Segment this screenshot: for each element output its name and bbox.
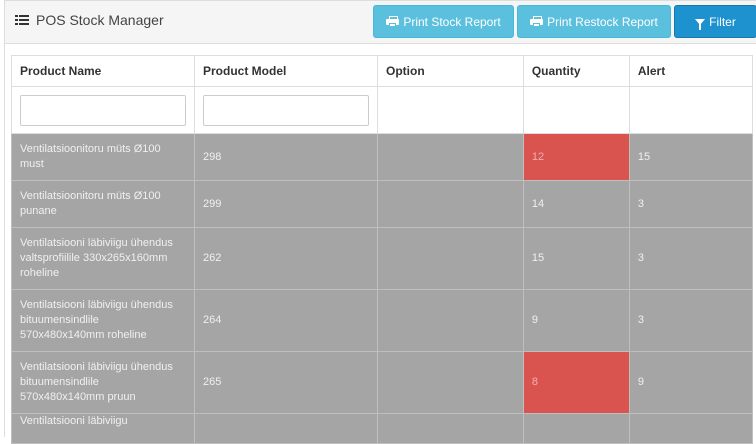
print-stock-report-button[interactable]: Print Stock Report — [373, 5, 514, 38]
print-stock-report-label: Print Stock Report — [403, 14, 501, 29]
product-name-cell: Ventilatsiooni läbiviigu ühendus bituume… — [11, 289, 195, 352]
table-row: Ventilatsiooni läbiviigu ühendus bituume… — [11, 289, 754, 352]
product-name-cell: Ventilatsioonitoru müts Ø100 punane — [11, 180, 195, 228]
column-header-product-model[interactable]: Product Model — [194, 55, 378, 87]
alert-cell: 3 — [628, 227, 754, 290]
product-name-cell: Ventilatsioonitoru müts Ø100 must — [11, 133, 195, 181]
product-name-cell: Ventilatsiooni läbiviigu ühendus bituume… — [11, 351, 195, 414]
quantity-cell: 15 — [522, 227, 630, 290]
product-model-cell: 299 — [194, 180, 378, 228]
product-name-cell: Ventilatsiooni läbiviigu — [11, 413, 195, 444]
page-title-text: POS Stock Manager — [36, 12, 164, 28]
product-model-filter-input[interactable] — [203, 94, 369, 126]
column-header-quantity[interactable]: Quantity — [522, 55, 630, 87]
printer-icon — [530, 16, 544, 27]
column-header-option[interactable]: Option — [377, 55, 524, 87]
product-name-filter-input[interactable] — [20, 94, 186, 126]
table-row: Ventilatsioonitoru müts Ø100 punane 299 14… — [11, 180, 754, 228]
product-model-cell: 262 — [194, 227, 378, 290]
filter-cell — [194, 86, 378, 134]
quantity-cell: 14 — [522, 180, 630, 228]
column-header-product-name[interactable]: Product Name — [11, 55, 195, 87]
product-model-cell: 264 — [194, 289, 378, 352]
table-row: Ventilatsiooni läbiviigu ühendus valtspr… — [11, 227, 754, 290]
alert-cell — [628, 413, 754, 444]
quantity-cell: 12 — [522, 133, 630, 181]
quantity-cell: 8 — [522, 351, 630, 414]
table-row: Ventilatsiooni läbiviigu ühendus bituume… — [11, 351, 754, 414]
product-name-cell: Ventilatsiooni läbiviigu ühendus valtspr… — [11, 227, 195, 290]
print-restock-report-label: Print Restock Report — [547, 14, 658, 29]
filter-cell — [377, 86, 524, 134]
product-model-cell: 265 — [194, 351, 378, 414]
alert-cell: 15 — [628, 133, 754, 181]
panel-header: POS Stock Manager Print Stock Report Pri… — [5, 1, 756, 44]
filter-cell — [11, 86, 195, 134]
quantity-cell: 9 — [522, 289, 630, 352]
table-row: Ventilatsioonitoru müts Ø100 must 298 12 15 — [11, 133, 754, 181]
table-row: Ventilatsiooni läbiviigu — [11, 413, 754, 444]
filter-button[interactable]: Filter — [674, 5, 756, 38]
filter-icon — [695, 18, 706, 30]
page-title: POS Stock Manager — [15, 12, 164, 28]
printer-icon — [386, 16, 400, 27]
stock-table: Product Name Product Model Option Quanti… — [11, 55, 754, 444]
list-icon — [15, 14, 29, 26]
option-cell — [377, 289, 524, 352]
product-model-cell: 298 — [194, 133, 378, 181]
option-cell — [377, 351, 524, 414]
alert-cell: 3 — [628, 180, 754, 228]
table-header-row: Product Name Product Model Option Quanti… — [11, 55, 754, 87]
option-cell — [377, 413, 524, 444]
product-model-cell — [194, 413, 378, 444]
alert-cell: 3 — [628, 289, 754, 352]
option-cell — [377, 227, 524, 290]
column-header-alert[interactable]: Alert — [628, 55, 754, 87]
print-restock-report-button[interactable]: Print Restock Report — [517, 5, 671, 38]
filter-label: Filter — [709, 14, 736, 29]
option-cell — [377, 133, 524, 181]
filter-cell — [628, 86, 754, 134]
filter-cell — [522, 86, 630, 134]
option-cell — [377, 180, 524, 228]
quantity-cell — [522, 413, 630, 444]
filter-row — [11, 86, 754, 134]
alert-cell: 9 — [628, 351, 754, 414]
